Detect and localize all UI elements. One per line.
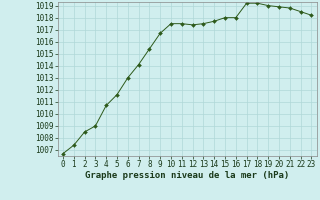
X-axis label: Graphe pression niveau de la mer (hPa): Graphe pression niveau de la mer (hPa) [85,171,289,180]
